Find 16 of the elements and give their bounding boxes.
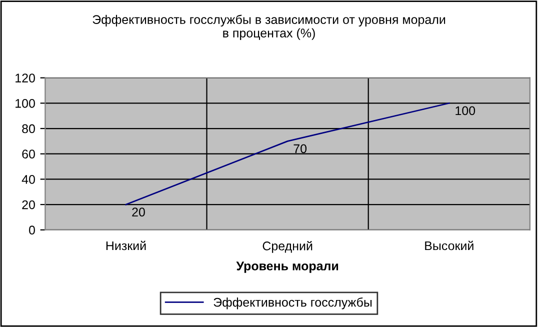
y-tick-label: 0 (29, 226, 35, 235)
y-tick-label: 120 (16, 74, 35, 82)
legend-label: Эффективность госслужбы (214, 297, 372, 310)
x-tick-label: Средний (262, 240, 312, 253)
data-label: 100 (456, 106, 476, 116)
data-label: 20 (132, 208, 145, 216)
data-label: 70 (294, 144, 307, 154)
chart-title: Эффективность госслужбы в зависимости от уровня морали в процентах (%) (92, 14, 446, 40)
x-tick-label: Высокий (425, 240, 474, 250)
y-tick-label: 20 (22, 200, 35, 210)
y-tick-label: 80 (22, 124, 35, 134)
x-tick-label: Низкий (106, 240, 146, 250)
y-tick-label: 60 (22, 150, 35, 159)
y-tick-label: 40 (22, 174, 35, 184)
x-axis-title: Уровень морали (236, 262, 338, 273)
y-tick-label: 100 (16, 98, 35, 108)
